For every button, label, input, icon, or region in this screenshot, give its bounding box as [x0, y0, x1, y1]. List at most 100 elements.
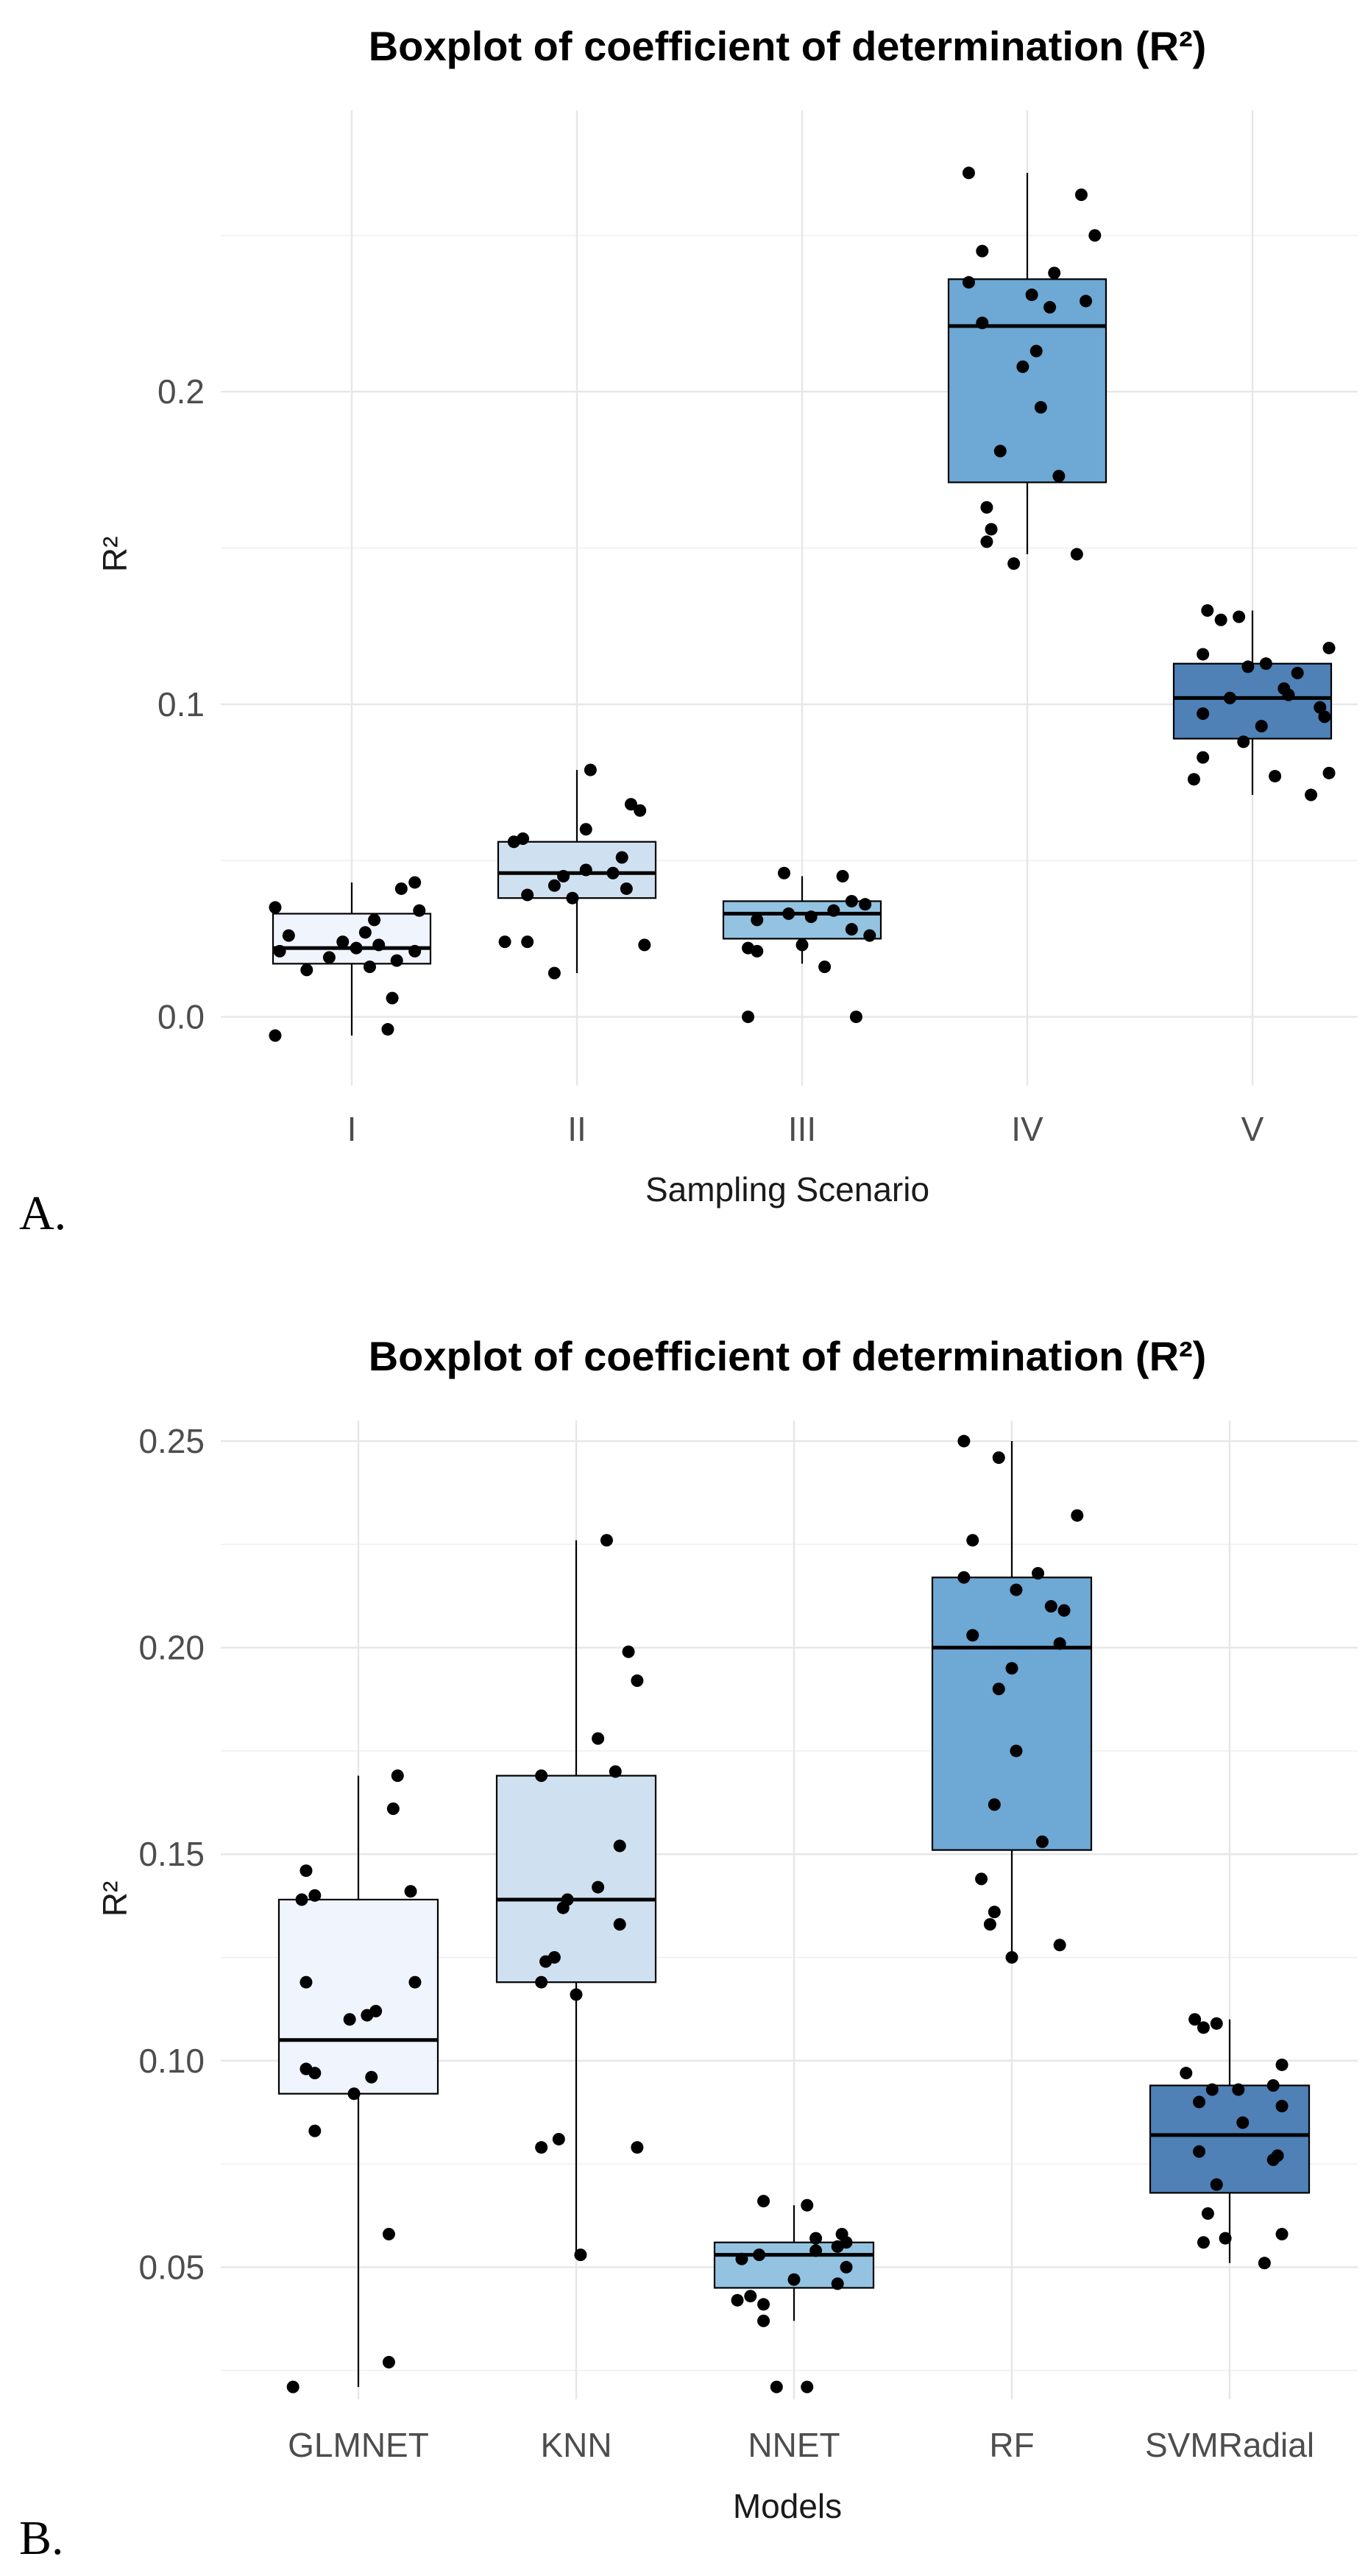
data-point [1275, 2228, 1289, 2241]
data-point [1197, 707, 1210, 721]
data-point [1214, 613, 1227, 626]
data-point [609, 1765, 622, 1778]
box-SVMRadial [1149, 2019, 1311, 2263]
data-point [840, 2260, 853, 2274]
data-point [561, 1893, 574, 1906]
chart-a-y-axis-title: R² [96, 537, 134, 573]
data-point [1035, 1835, 1049, 1848]
data-point [1053, 1637, 1066, 1650]
data-point [1241, 660, 1255, 673]
y-tick-label: 0.10 [138, 2042, 205, 2080]
data-point [372, 938, 386, 952]
data-point [975, 1872, 988, 1886]
chart-b-x-tick-labels: GLMNET KNN NNET RF SVMRadial [288, 2426, 1314, 2464]
data-point [386, 991, 399, 1005]
data-point [1236, 2116, 1250, 2129]
data-point [1271, 2149, 1284, 2162]
data-point [382, 2355, 395, 2368]
data-point [801, 2198, 814, 2212]
chart-a-boxes [272, 172, 1333, 1036]
data-point [1187, 773, 1200, 786]
data-point [1197, 2021, 1210, 2034]
data-point [1180, 2067, 1193, 2080]
data-point [1025, 289, 1038, 302]
data-point [731, 2293, 744, 2307]
data-point [742, 941, 755, 955]
data-point [413, 904, 426, 917]
data-point [1275, 2100, 1289, 2113]
data-point [1193, 2145, 1206, 2158]
chart-a-x-tick-labels: I II III IV V [347, 1110, 1264, 1148]
data-point [1007, 557, 1021, 570]
data-point [992, 1451, 1005, 1465]
data-point [547, 966, 561, 980]
data-point [1322, 766, 1336, 779]
iqr-box [931, 1577, 1093, 1851]
x-tick-label: GLMNET [288, 2426, 429, 2464]
data-point [620, 882, 633, 895]
iqr-box [947, 278, 1107, 484]
box-KNN [495, 1540, 657, 2255]
data-point [584, 763, 597, 776]
data-point [1259, 657, 1272, 670]
chart-a-background [0, 0, 1368, 1251]
y-tick-label: 0.2 [157, 372, 205, 411]
data-point [308, 2124, 322, 2137]
data-point [308, 1889, 322, 1902]
data-point [1223, 691, 1236, 704]
data-point [1322, 641, 1336, 654]
data-point [757, 2314, 770, 2327]
data-point [744, 2290, 757, 2303]
data-point [592, 1732, 605, 1745]
data-point [535, 2141, 548, 2154]
data-point [363, 960, 376, 974]
iqr-box [277, 1898, 439, 2095]
data-point [1080, 294, 1093, 308]
data-point [1291, 666, 1304, 679]
data-point [408, 944, 422, 958]
data-point [295, 1893, 308, 1906]
data-point [343, 2013, 356, 2026]
data-point [809, 2244, 823, 2257]
x-tick-label: NNET [748, 2426, 840, 2464]
data-point [1005, 1662, 1018, 1675]
x-tick-label: RF [989, 2426, 1034, 2464]
data-point [976, 316, 989, 330]
data-point [818, 960, 832, 974]
data-point [1053, 1939, 1066, 1952]
data-point [988, 1906, 1001, 1919]
iqr-box [495, 1774, 657, 1984]
data-point [751, 913, 764, 927]
data-point [300, 1864, 313, 1878]
data-point [757, 2195, 770, 2208]
data-point [1269, 770, 1282, 783]
data-point [957, 1434, 971, 1448]
y-tick-label: 0.15 [138, 1835, 205, 1873]
data-point [1277, 682, 1291, 696]
chart-panel-a: 0.00.10.2 I II III IV V Boxplot of coefficie… [0, 0, 1368, 1251]
data-point [613, 1918, 626, 1931]
data-point [835, 2228, 848, 2241]
data-point [1044, 1600, 1057, 1613]
data-point [962, 276, 975, 289]
y-tick-label: 0.0 [157, 998, 205, 1036]
data-point [980, 500, 993, 514]
x-tick-label: I [347, 1110, 357, 1148]
data-point [988, 1798, 1001, 1811]
chart-a-title: Boxplot of coefficient of determination … [369, 23, 1207, 69]
data-point [1258, 2257, 1271, 2270]
data-point [391, 1769, 404, 1783]
data-point [570, 1988, 583, 2001]
data-point [521, 935, 534, 949]
data-point [631, 1674, 644, 1688]
data-point [735, 2252, 748, 2265]
data-point [1052, 470, 1066, 483]
data-point [535, 1975, 548, 1989]
x-tick-label: V [1241, 1110, 1264, 1148]
chart-b-x-axis-title: Models [733, 2487, 842, 2525]
data-point [742, 1011, 755, 1024]
data-point [1275, 2058, 1289, 2071]
data-point [282, 929, 295, 942]
data-point [1034, 400, 1047, 414]
